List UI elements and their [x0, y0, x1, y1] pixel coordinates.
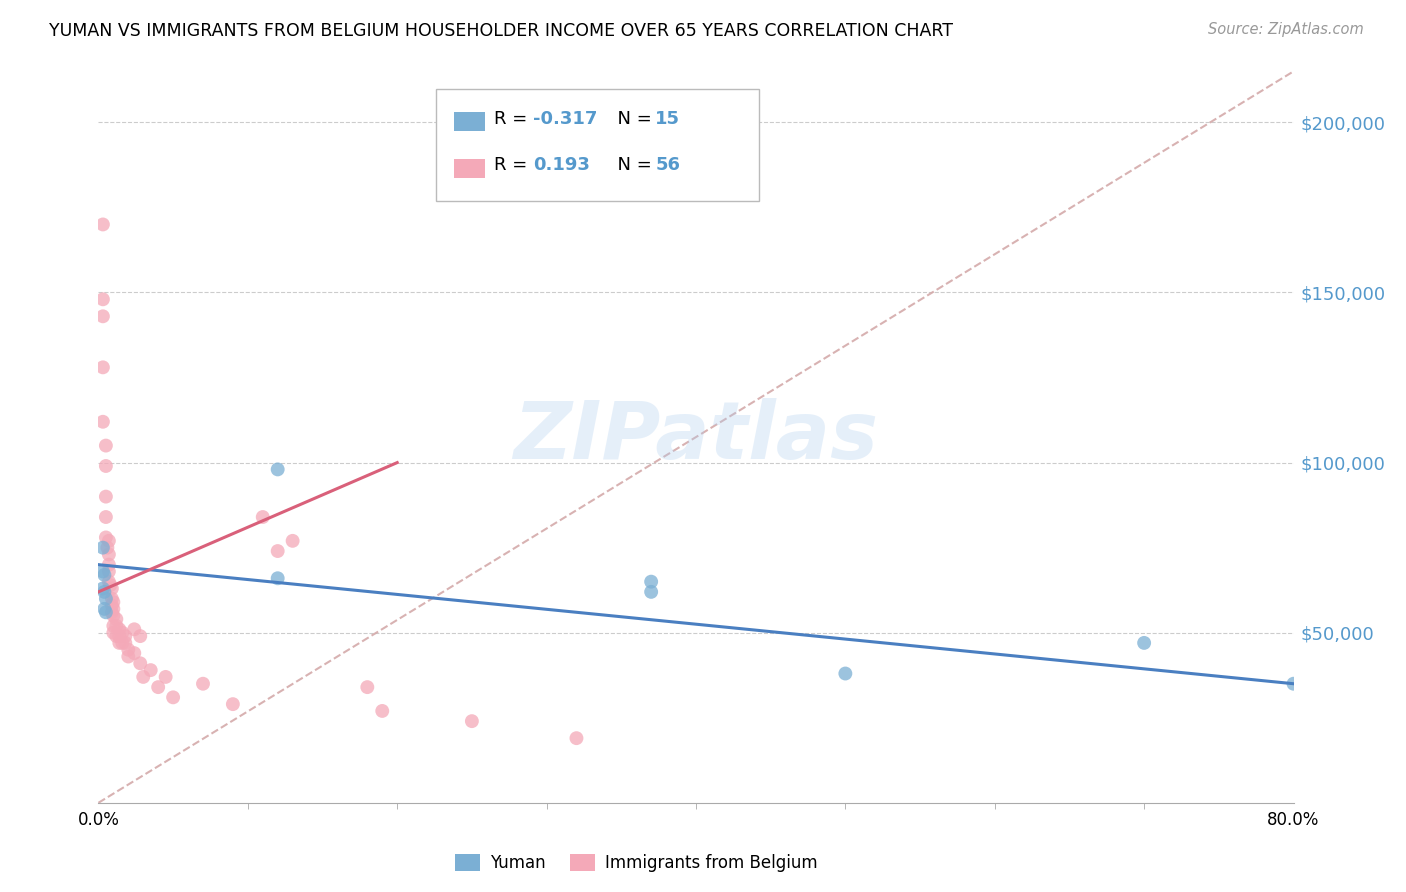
Point — [93, 585, 115, 599]
Point — [103, 595, 125, 609]
Text: -0.317: -0.317 — [533, 110, 598, 128]
Point — [91, 218, 114, 232]
Point — [100, 578, 122, 592]
Point — [267, 571, 290, 585]
Point — [101, 582, 124, 596]
Point — [101, 605, 124, 619]
Point — [267, 462, 290, 476]
Text: ZIPatlas: ZIPatlas — [513, 398, 879, 476]
Point — [94, 531, 117, 545]
Point — [97, 574, 120, 589]
Text: N =: N = — [606, 110, 658, 128]
Text: Source: ZipAtlas.com: Source: ZipAtlas.com — [1208, 22, 1364, 37]
Point — [111, 636, 134, 650]
Point — [371, 704, 394, 718]
Point — [103, 608, 125, 623]
Point — [356, 680, 378, 694]
Point — [461, 714, 484, 728]
Point — [105, 619, 128, 633]
Point — [103, 619, 125, 633]
Point — [91, 582, 114, 596]
Point — [111, 625, 134, 640]
Point — [281, 533, 304, 548]
Point — [97, 565, 120, 579]
Point — [191, 677, 214, 691]
Point — [117, 649, 139, 664]
Point — [139, 663, 162, 677]
Point — [105, 629, 128, 643]
Point — [97, 533, 120, 548]
Point — [565, 731, 588, 746]
Text: R =: R = — [494, 156, 538, 174]
Point — [1133, 636, 1156, 650]
Point — [108, 622, 131, 636]
Point — [91, 293, 114, 307]
Point — [91, 310, 114, 324]
Point — [96, 541, 118, 555]
Text: 15: 15 — [655, 110, 681, 128]
Point — [91, 541, 114, 555]
Point — [94, 490, 117, 504]
Text: R =: R = — [494, 110, 533, 128]
Point — [93, 602, 115, 616]
Point — [105, 612, 128, 626]
Point — [94, 439, 117, 453]
Legend: Yuman, Immigrants from Belgium: Yuman, Immigrants from Belgium — [449, 847, 824, 879]
Point — [94, 605, 117, 619]
Point — [222, 697, 245, 711]
Point — [91, 360, 114, 375]
Point — [103, 625, 125, 640]
Point — [108, 636, 131, 650]
Point — [101, 599, 124, 613]
Point — [114, 636, 136, 650]
Point — [97, 548, 120, 562]
Point — [94, 510, 117, 524]
Point — [148, 680, 170, 694]
Point — [129, 629, 152, 643]
Point — [1282, 677, 1305, 691]
Point — [117, 642, 139, 657]
Point — [97, 558, 120, 572]
Point — [94, 458, 117, 473]
Point — [267, 544, 290, 558]
Point — [834, 666, 856, 681]
Text: 56: 56 — [655, 156, 681, 174]
Point — [114, 629, 136, 643]
Point — [640, 574, 662, 589]
Text: 0.193: 0.193 — [533, 156, 589, 174]
Point — [91, 415, 114, 429]
Point — [103, 602, 125, 616]
Point — [155, 670, 177, 684]
Point — [101, 591, 124, 606]
Point — [132, 670, 155, 684]
Point — [252, 510, 274, 524]
Point — [94, 591, 117, 606]
Point — [162, 690, 184, 705]
Point — [93, 567, 115, 582]
Point — [91, 565, 114, 579]
Point — [129, 657, 152, 671]
Point — [124, 622, 146, 636]
Point — [640, 585, 662, 599]
Point — [124, 646, 146, 660]
Text: N =: N = — [606, 156, 658, 174]
Point — [108, 629, 131, 643]
Text: YUMAN VS IMMIGRANTS FROM BELGIUM HOUSEHOLDER INCOME OVER 65 YEARS CORRELATION CH: YUMAN VS IMMIGRANTS FROM BELGIUM HOUSEHO… — [49, 22, 953, 40]
